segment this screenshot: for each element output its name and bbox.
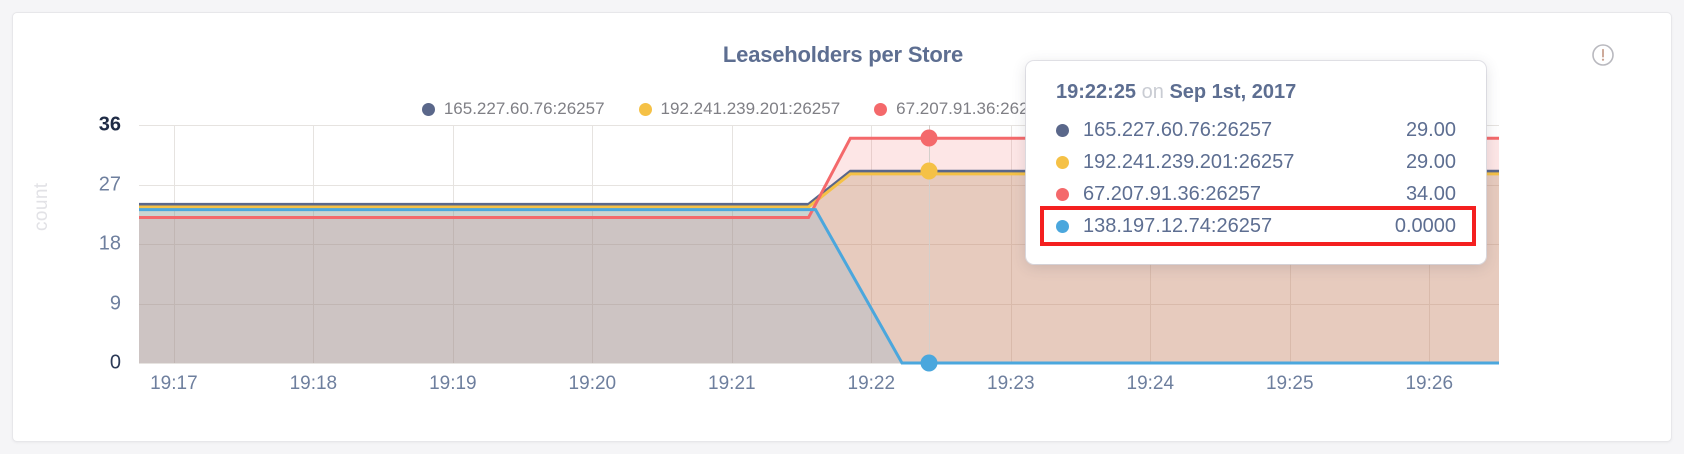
x-axis-tick-label: 19:21 xyxy=(708,373,756,394)
tooltip-time: 19:22:25 xyxy=(1056,81,1137,103)
page-title: Leaseholders per Store xyxy=(722,42,964,67)
gridline-horizontal xyxy=(139,363,1499,364)
tooltip-series-list: 165.227.60.76:26257 29.00 192.241.239.201:… xyxy=(1040,114,1476,246)
tooltip-row-highlighted: 138.197.12.74:26257 0.0000 xyxy=(1040,206,1476,246)
x-axis-tick-label: 19:20 xyxy=(568,373,617,394)
x-axis-tick-label: 19:22 xyxy=(847,373,896,394)
tooltip-row: 165.227.60.76:26257 29.00 xyxy=(1056,114,1456,146)
series-line xyxy=(139,208,1499,365)
tooltip-series-name: 67.207.91.36:26257 xyxy=(1083,182,1261,205)
hover-tooltip: 19:22:25 on Sep 1st, 2017 165.227.60.76:… xyxy=(1026,61,1486,264)
tooltip-series-value: 34.00 xyxy=(1405,182,1456,205)
x-axis-tick-label: 19:18 xyxy=(289,373,338,394)
hover-point xyxy=(920,354,938,372)
tooltip-swatch-icon xyxy=(1056,219,1069,233)
y-axis-tick-label: 9 xyxy=(109,292,121,314)
tooltip-swatch-icon xyxy=(1056,187,1069,201)
gridline-horizontal xyxy=(139,184,1499,186)
tooltip-series-name: 192.241.239.201:26257 xyxy=(1083,150,1295,173)
y-axis-title: count xyxy=(31,182,52,231)
tooltip-row: 192.241.239.201:26257 29.00 xyxy=(1056,146,1456,178)
tooltip-swatch-icon xyxy=(1056,155,1069,169)
gridline-horizontal xyxy=(139,303,1499,305)
tooltip-series-value: 29.00 xyxy=(1405,118,1456,141)
hover-point xyxy=(920,162,938,180)
tooltip-timestamp: 19:22:25 on Sep 1st, 2017 xyxy=(1056,81,1456,104)
legend-item[interactable]: 165.227.60.76:26257 xyxy=(421,99,605,119)
tooltip-series-value: 0.0000 xyxy=(1394,214,1456,237)
y-axis-tick-label: 36 xyxy=(98,113,121,136)
y-axis-tick-label: 0 xyxy=(109,351,121,374)
legend-item[interactable]: 67.207.91.36:26257 xyxy=(874,99,1047,119)
legend-swatch-icon xyxy=(638,102,652,116)
x-axis-tick-label: 19:19 xyxy=(429,373,477,394)
y-axis-tick-label: 18 xyxy=(98,232,121,255)
legend-item[interactable]: 192.241.239.201:26257 xyxy=(638,99,841,119)
tooltip-series-name: 138.197.12.74:26257 xyxy=(1083,214,1273,237)
y-axis-tick-label: 27 xyxy=(98,173,121,195)
tooltip-swatch-icon xyxy=(1056,123,1069,137)
x-axis-tick-label: 19:23 xyxy=(987,373,1035,394)
x-axis-tick-label: 19:17 xyxy=(150,373,198,394)
tooltip-series-value: 29.00 xyxy=(1405,150,1456,173)
legend-swatch-icon xyxy=(874,102,888,116)
tooltip-on-word: on xyxy=(1141,81,1164,103)
series-area xyxy=(139,209,1499,363)
legend-swatch-icon xyxy=(421,102,435,116)
x-axis-tick-label: 19:26 xyxy=(1405,373,1454,394)
hover-point xyxy=(920,129,938,147)
legend-item-label: 192.241.239.201:26257 xyxy=(660,99,841,118)
tooltip-series-name: 165.227.60.76:26257 xyxy=(1083,118,1273,141)
gridline-horizontal xyxy=(139,244,1499,245)
legend-item-label: 67.207.91.36:26257 xyxy=(896,99,1048,118)
x-axis-tick-label: 19:24 xyxy=(1126,373,1175,394)
tooltip-date: Sep 1st, 2017 xyxy=(1169,81,1297,103)
legend-item-label: 165.227.60.76:26257 xyxy=(443,99,605,118)
hover-crosshair xyxy=(929,125,931,363)
x-axis-tick-label: 19:25 xyxy=(1265,373,1314,394)
chart-card: Leaseholders per Store 165.227.60.76:262… xyxy=(12,12,1672,442)
tooltip-row: 67.207.91.36:26257 34.00 xyxy=(1056,178,1456,210)
gridline-horizontal xyxy=(139,125,1499,126)
alert-circle-icon[interactable] xyxy=(1591,43,1615,67)
